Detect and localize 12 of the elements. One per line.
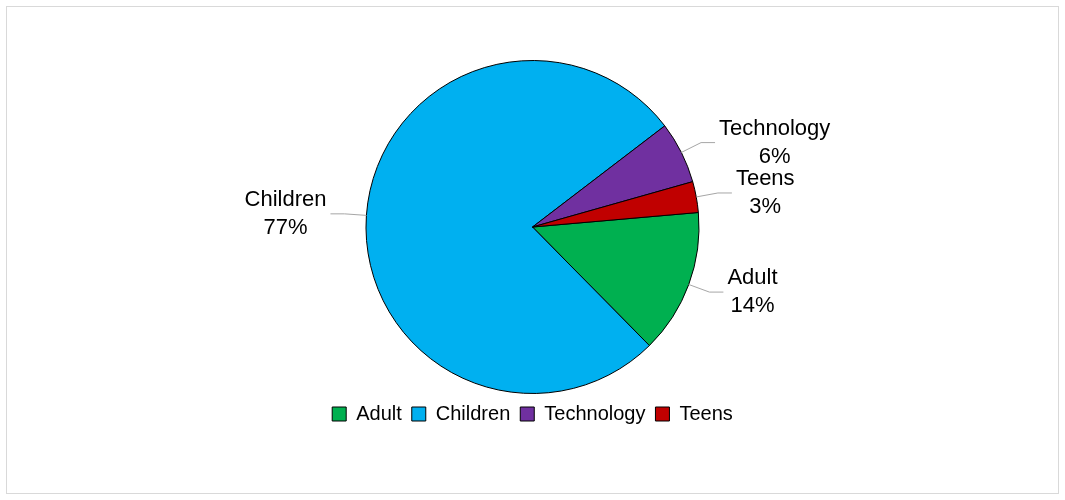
slice-label: Adult — [727, 264, 778, 290]
legend-label: Children — [435, 401, 511, 424]
data-label: 6% — [758, 142, 791, 168]
legend-label: Technology — [544, 401, 646, 424]
legend-label: Teens — [679, 401, 733, 424]
legend-label: Adult — [356, 401, 403, 424]
slice-label: Technology — [719, 114, 831, 140]
data-label: 77% — [263, 213, 308, 239]
slice-label: Children — [244, 185, 327, 211]
data-label: 3% — [749, 193, 782, 219]
data-label: 14% — [730, 292, 775, 318]
slice-label: Teens — [735, 165, 795, 191]
